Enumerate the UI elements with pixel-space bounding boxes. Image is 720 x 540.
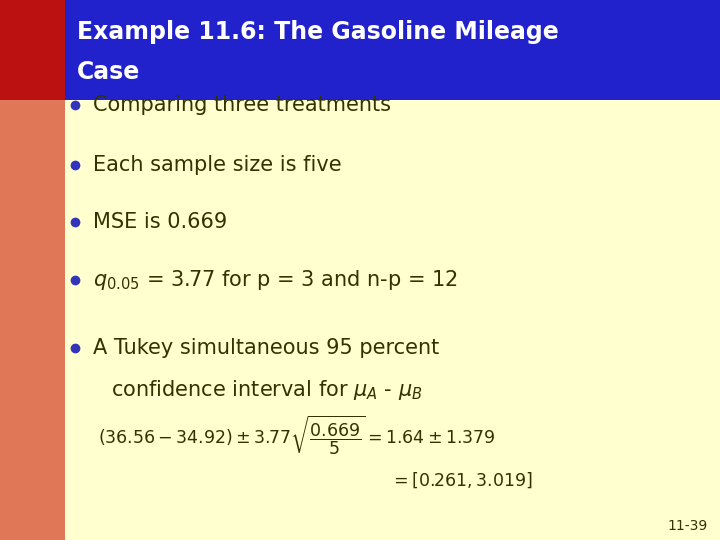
Text: $(36.56 - 34.92) \pm 3.77\sqrt{\dfrac{0.669}{5}} = 1.64 \pm 1.379$: $(36.56 - 34.92) \pm 3.77\sqrt{\dfrac{0.… — [98, 413, 496, 457]
Text: MSE is 0.669: MSE is 0.669 — [93, 212, 228, 232]
Bar — [0, 0, 65, 100]
Text: Case: Case — [77, 60, 140, 84]
Text: 11-39: 11-39 — [667, 519, 708, 533]
Text: Each sample size is five: Each sample size is five — [93, 155, 341, 175]
Bar — [0, 0, 720, 100]
Text: A Tukey simultaneous 95 percent: A Tukey simultaneous 95 percent — [93, 338, 439, 358]
Text: confidence interval for $\mu_A$ - $\mu_B$: confidence interval for $\mu_A$ - $\mu_B… — [111, 378, 423, 402]
Text: Example 11.6: The Gasoline Mileage: Example 11.6: The Gasoline Mileage — [77, 20, 559, 44]
Text: $= \left[0.261, 3.019\right]$: $= \left[0.261, 3.019\right]$ — [390, 470, 533, 490]
Text: Comparing three treatments: Comparing three treatments — [93, 95, 391, 115]
Text: $q_{0.05}$ = 3.77 for p = 3 and n-p = 12: $q_{0.05}$ = 3.77 for p = 3 and n-p = 12 — [93, 268, 458, 292]
Bar — [0, 100, 65, 540]
